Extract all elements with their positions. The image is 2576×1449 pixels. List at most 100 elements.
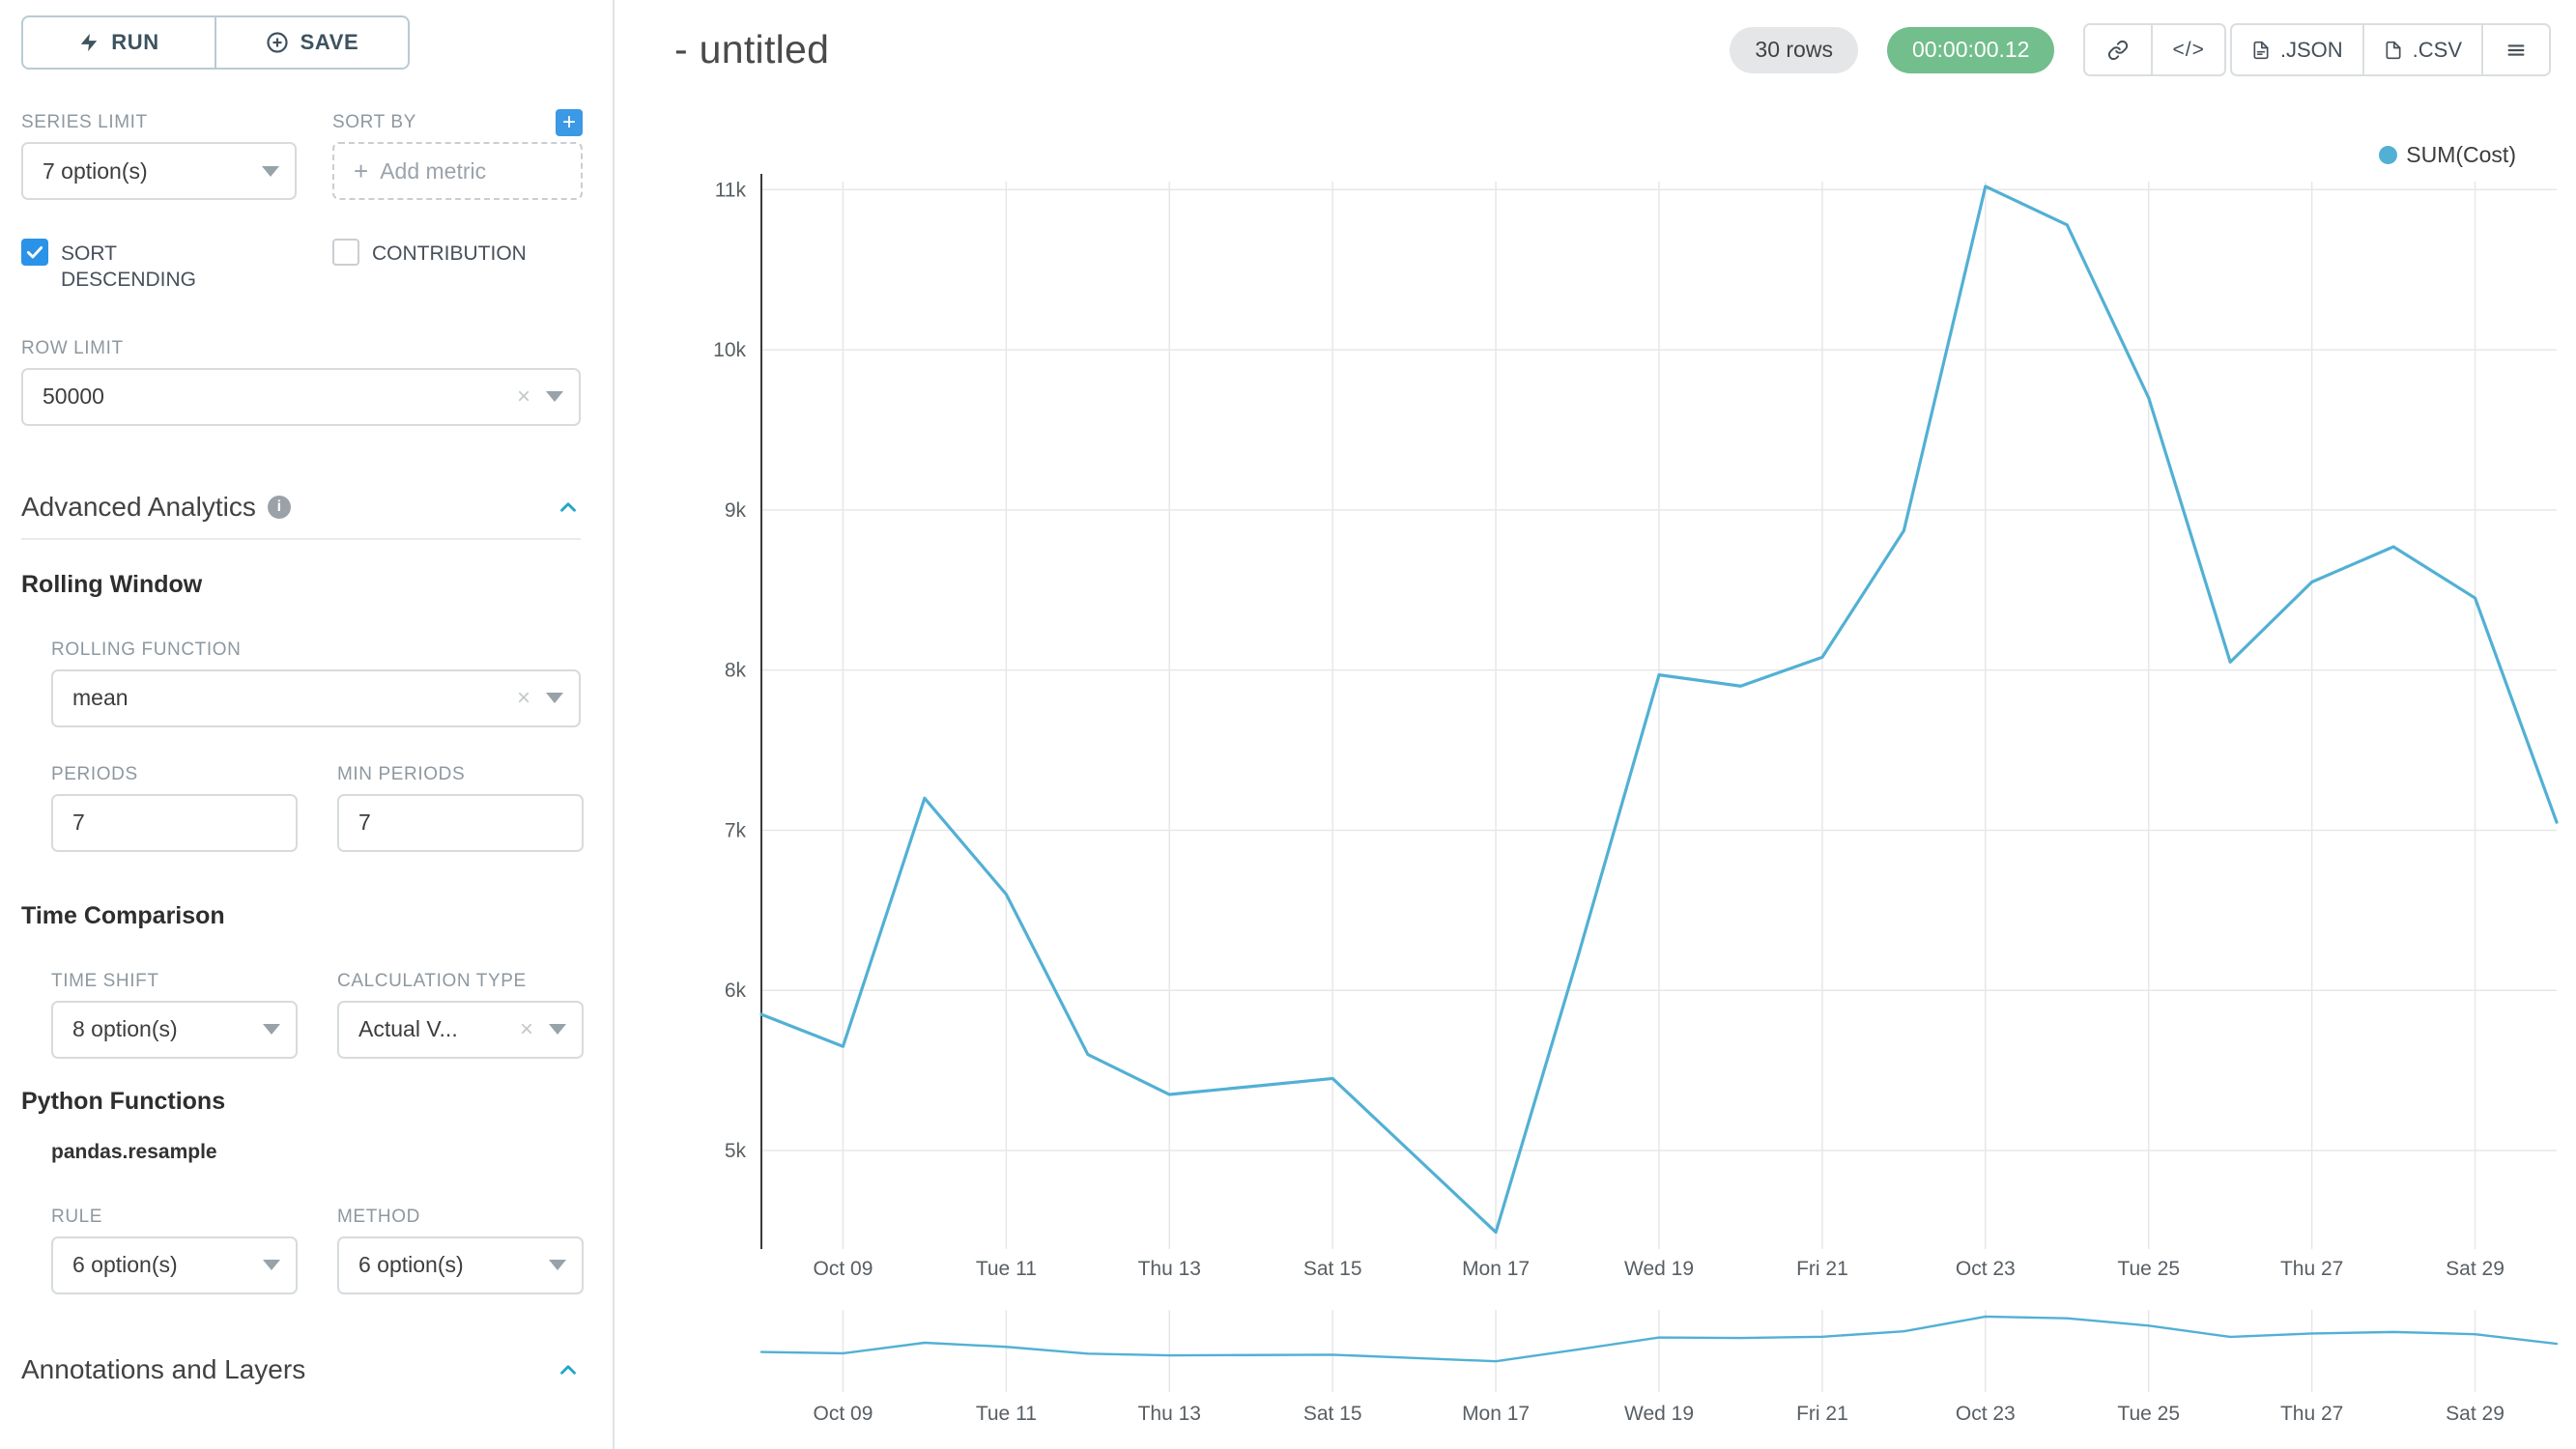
clear-icon[interactable]: × xyxy=(516,383,530,410)
calculation-type-select[interactable]: Actual V... × xyxy=(337,1000,584,1059)
chevron-down-icon xyxy=(546,391,563,403)
control-panel: RUN SAVE SERIES LIMIT 7 option(s) SORT B… xyxy=(0,0,615,1449)
sort-by-label: SORT BY xyxy=(332,112,416,132)
contribution-option[interactable]: CONTRIBUTION xyxy=(332,239,583,294)
export-csv-button[interactable]: .CSV xyxy=(2361,23,2483,76)
method-select[interactable]: 6 option(s) xyxy=(337,1236,584,1294)
svg-text:Thu 27: Thu 27 xyxy=(2280,1258,2343,1280)
calculation-type-value: Actual V... xyxy=(358,1016,458,1042)
plus-icon: + xyxy=(561,109,576,135)
series-limit-select[interactable]: 7 option(s) xyxy=(21,142,297,200)
json-file-icon xyxy=(2253,41,2269,59)
export-json-button[interactable]: .JSON xyxy=(2229,23,2364,76)
legend-dot-icon xyxy=(2379,146,2398,164)
run-button[interactable]: RUN xyxy=(21,15,215,70)
menu-icon xyxy=(2507,43,2525,56)
periods-input[interactable]: 7 xyxy=(51,793,298,852)
row-limit-value: 50000 xyxy=(43,384,104,410)
chevron-down-icon xyxy=(263,1024,280,1036)
save-button-label: SAVE xyxy=(300,30,359,54)
method-value: 6 option(s) xyxy=(358,1252,464,1278)
svg-text:8k: 8k xyxy=(725,660,747,682)
code-icon: </> xyxy=(2172,38,2205,61)
python-functions-title: Python Functions xyxy=(21,1087,226,1115)
series-limit-value: 7 option(s) xyxy=(43,157,148,184)
svg-text:Wed 19: Wed 19 xyxy=(1624,1403,1694,1425)
chart-panel: - untitled 30 rows 00:00:00.12 </> .JSON xyxy=(616,0,2576,1449)
periods-value: 7 xyxy=(72,810,85,836)
sort-by-add-button[interactable]: + xyxy=(556,109,583,136)
contribution-checkbox[interactable] xyxy=(332,239,359,266)
row-limit-select[interactable]: 50000 × xyxy=(21,367,581,426)
query-timer-badge: 00:00:00.12 xyxy=(1886,26,2055,73)
advanced-analytics-header[interactable]: Advanced Analytics i xyxy=(21,492,581,540)
svg-text:Sat 29: Sat 29 xyxy=(2446,1403,2504,1425)
time-comparison-title: Time Comparison xyxy=(21,901,225,929)
chevron-down-icon xyxy=(549,1024,566,1036)
min-periods-label: MIN PERIODS xyxy=(337,763,466,784)
main-chart[interactable]: Oct 09 Tue 11 Thu 13 Sat 15 Mon 17 Wed 19 Fri … xyxy=(616,135,2576,1304)
rolling-function-select[interactable]: mean × xyxy=(51,668,581,727)
annotations-layers-header[interactable]: Annotations and Layers xyxy=(21,1354,581,1401)
series-limit-label: SERIES LIMIT xyxy=(21,112,148,132)
chevron-up-icon[interactable] xyxy=(556,495,581,520)
share-link-button[interactable] xyxy=(2083,23,2154,76)
svg-text:Sat 15: Sat 15 xyxy=(1303,1403,1362,1425)
chevron-down-icon xyxy=(546,693,563,704)
pandas-resample-label: pandas.resample xyxy=(51,1140,217,1163)
save-button[interactable]: SAVE xyxy=(215,15,410,70)
chart-menu-button[interactable] xyxy=(2481,23,2551,76)
rule-label: RULE xyxy=(51,1206,103,1227)
info-icon: i xyxy=(267,495,291,519)
preview-brush-chart[interactable]: Oct 09 Tue 11 Thu 13 Sat 15 Mon 17 Wed 19 Fri … xyxy=(616,1294,2576,1439)
svg-text:Tue 11: Tue 11 xyxy=(976,1403,1037,1425)
svg-text:Thu 13: Thu 13 xyxy=(1138,1403,1201,1425)
svg-text:10k: 10k xyxy=(713,339,746,361)
svg-text:Wed 19: Wed 19 xyxy=(1624,1258,1694,1280)
chevron-down-icon xyxy=(262,165,279,177)
rule-value: 6 option(s) xyxy=(72,1252,178,1278)
add-metric-placeholder: Add metric xyxy=(380,157,487,184)
svg-text:Tue 25: Tue 25 xyxy=(2117,1258,2180,1280)
rolling-function-label: ROLLING FUNCTION xyxy=(51,639,242,660)
view-query-button[interactable]: </> xyxy=(2151,23,2226,76)
svg-text:Oct 09: Oct 09 xyxy=(814,1403,873,1425)
annotations-layers-title: Annotations and Layers xyxy=(21,1353,306,1384)
plus-circle-icon xyxy=(267,32,288,53)
advanced-analytics-title: Advanced Analytics xyxy=(21,491,256,522)
svg-text:11k: 11k xyxy=(715,179,747,201)
contribution-label: CONTRIBUTION xyxy=(372,242,527,265)
sort-by-add-metric[interactable]: + Add metric xyxy=(332,142,583,200)
chart-title[interactable]: - untitled xyxy=(674,27,830,71)
svg-text:5k: 5k xyxy=(725,1140,747,1162)
method-label: METHOD xyxy=(337,1206,420,1227)
svg-text:Sat 29: Sat 29 xyxy=(2446,1258,2504,1280)
min-periods-value: 7 xyxy=(358,810,371,836)
bolt-icon xyxy=(81,33,98,52)
svg-text:7k: 7k xyxy=(725,819,747,841)
legend-series-label: SUM(Cost) xyxy=(2406,142,2516,167)
rolling-window-title: Rolling Window xyxy=(21,570,203,598)
link-icon xyxy=(2108,40,2129,60)
export-csv-label: .CSV xyxy=(2412,37,2462,62)
row-count-badge: 30 rows xyxy=(1730,26,1858,73)
svg-text:Mon 17: Mon 17 xyxy=(1462,1258,1530,1280)
chevron-down-icon xyxy=(263,1260,280,1271)
chevron-up-icon[interactable] xyxy=(556,1357,581,1382)
clear-icon[interactable]: × xyxy=(516,684,530,711)
svg-text:Fri 21: Fri 21 xyxy=(1796,1258,1848,1280)
time-shift-select[interactable]: 8 option(s) xyxy=(51,1000,298,1059)
clear-icon[interactable]: × xyxy=(519,1015,533,1042)
calculation-type-label: CALCULATION TYPE xyxy=(337,970,527,991)
sort-descending-checkbox[interactable] xyxy=(21,239,48,266)
chart-legend[interactable]: SUM(Cost) xyxy=(2379,142,2516,168)
run-button-label: RUN xyxy=(111,30,159,54)
rule-select[interactable]: 6 option(s) xyxy=(51,1236,298,1294)
svg-text:Thu 27: Thu 27 xyxy=(2280,1403,2343,1425)
svg-text:Tue 25: Tue 25 xyxy=(2117,1403,2180,1425)
run-save-group: RUN SAVE xyxy=(21,15,410,70)
rolling-function-value: mean xyxy=(72,685,129,711)
sort-descending-option[interactable]: SORT DESCENDING xyxy=(21,239,297,294)
min-periods-input[interactable]: 7 xyxy=(337,793,584,852)
svg-text:Tue 11: Tue 11 xyxy=(976,1258,1037,1280)
